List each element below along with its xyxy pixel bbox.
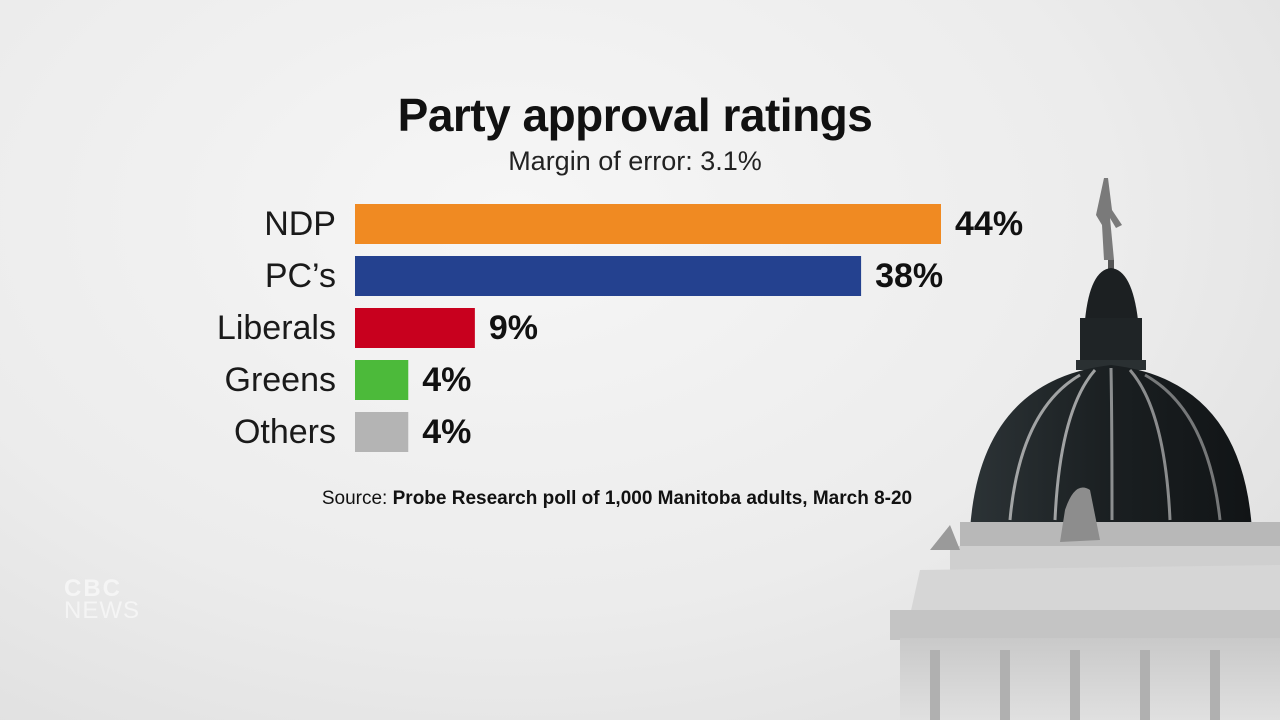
category-label: Liberals [217,309,336,347]
bar [355,256,862,296]
logo-line1: CBC [64,575,122,602]
source-note: Source: Probe Research poll of 1,000 Man… [0,488,1234,510]
chart-title: Party approval ratings [397,89,873,141]
value-label: 4% [422,361,471,399]
bar [355,204,941,244]
chart-subtitle: Margin of error: 3.1% [508,146,762,176]
category-label: PC’s [265,257,336,295]
source-text: Probe Research poll of 1,000 Manitoba ad… [392,488,913,509]
bar [355,412,409,452]
bar [355,308,475,348]
category-label: Others [234,413,336,451]
value-label: 38% [875,257,943,295]
value-label: 9% [489,309,538,347]
category-label: Greens [225,361,337,399]
bar [355,360,409,400]
category-label: NDP [264,205,336,243]
value-label: 44% [955,205,1023,243]
legislature-dome-image [890,178,1280,720]
source-prefix: Source: [321,488,388,509]
value-label: 4% [422,413,471,451]
cbc-news-logo: CBC NEWS [64,575,164,624]
logo-line2: NEWS [64,597,140,624]
